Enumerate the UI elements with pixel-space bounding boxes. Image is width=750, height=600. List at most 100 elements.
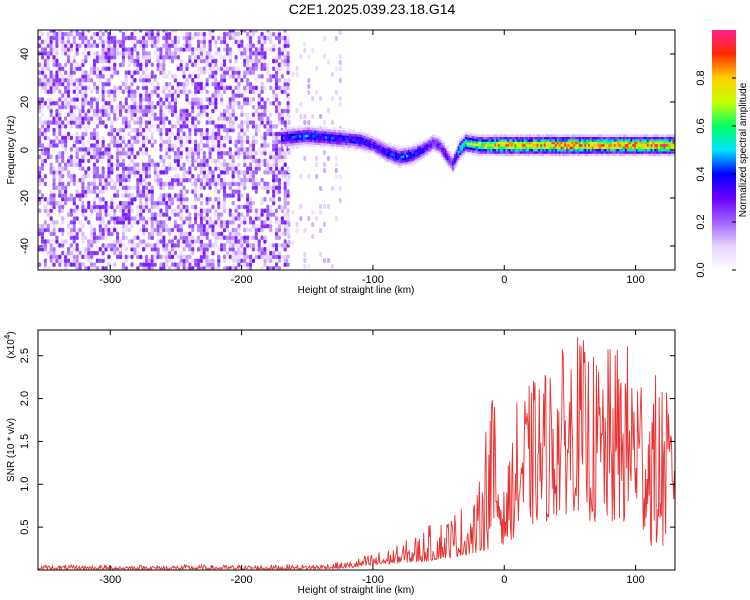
spectrogram-cell [136,54,140,60]
spectrogram-cell [170,58,175,64]
spectrogram-cell [444,160,448,163]
spectrogram-cell [347,138,350,141]
spectrogram-cell [243,89,247,95]
spectrogram-cell [101,166,105,171]
spectrogram-cell [272,143,276,148]
spectrogram-cell [211,131,215,137]
spectrogram-cell [75,43,79,48]
spectrogram-cell [418,147,422,151]
spectrogram-cell [38,246,42,252]
spectrogram-cell [240,246,244,252]
spectrogram-cell [90,66,94,71]
spectrogram-cell [147,31,152,37]
spectrogram-cell [243,70,247,75]
spectrogram-cell [415,156,418,160]
spectrogram-cell [191,246,195,252]
spectrogram-cell [413,155,416,159]
spectrogram-cell [263,254,267,260]
spectrogram-cell [165,30,169,33]
spectrogram-cell [194,81,198,87]
spectrogram-cell [188,35,192,41]
spectrogram-cell [523,151,527,154]
spectrogram-cell [332,127,335,130]
spectrogram-cell [58,170,62,175]
spectrogram-cell [185,62,189,68]
spectrogram-cell [150,101,154,106]
spectrogram-cell [205,197,209,202]
spectrogram-cell [179,166,183,171]
spectrogram-cell [404,152,407,156]
spectrogram-cell [107,47,111,52]
spectrogram-cell [551,153,554,157]
spectrogram-cell [272,66,276,71]
spectrogram-cell [639,153,642,157]
spectrogram-cell [428,142,431,145]
spectrogram-cell [564,144,567,147]
spectrogram-cell [121,62,125,68]
spectrogram-cell [622,153,626,157]
spectrogram-cell [231,212,235,217]
spectrogram-cell [191,120,195,125]
spectrogram-cell [162,85,166,91]
spectrogram-cell [479,136,482,140]
spectrogram-cell [231,239,235,244]
spectrogram-cell [283,212,287,217]
spectrogram-cell [46,239,50,244]
spectrogram-cell [429,145,433,149]
spectrogram-cell [113,85,117,91]
spectrogram-cell [659,141,663,145]
spectrogram-cell [334,139,337,142]
spectrogram-cell [78,262,82,267]
spectrogram-cell [228,212,232,217]
spectrogram-cell [101,93,105,98]
spectrogram-cell [225,85,230,91]
spectrogram-cell [422,140,425,144]
spectrogram-cell [588,134,591,137]
spectrogram-cell [228,58,232,64]
spectrogram-cell [127,154,131,160]
spectrogram-cell [310,127,313,131]
spectrogram-cell [257,246,261,252]
spectrogram-cell [159,143,163,148]
spectrogram-cell [266,120,270,125]
spectrogram-cell [153,89,157,95]
spectrogram-cell [142,43,146,48]
spectrogram-cell [228,246,232,252]
spectrogram-cell [214,143,218,148]
spectrogram-cell [173,43,178,48]
spectrogram-cell [214,97,218,102]
spectrogram-cell [196,39,201,45]
spectrogram-cell [378,156,381,160]
spectrogram-cell [243,74,247,79]
spectrogram-cell [286,133,289,137]
spectrogram-cell [150,112,154,118]
spectrogram-cell [130,197,134,202]
spectrogram-cell [485,139,488,142]
spectrogram-cell [87,185,91,191]
spectrogram-cell [292,135,295,139]
spectrogram-cell [118,43,123,48]
spectrogram-cell [49,231,53,237]
spectrogram-cell [142,127,146,133]
spectrogram-cell [214,70,218,75]
spectrogram-cell [121,262,125,267]
spectrogram-cell [69,97,73,102]
spectrogram-cell [595,139,598,142]
spectrogram-cell [188,216,192,221]
spectrogram-cell [113,262,117,267]
spectrogram-cell [260,43,264,48]
spectrogram-cell [553,141,556,145]
spectrogram-cell [277,31,282,37]
spectrogram-cell [619,136,622,140]
spectrogram-cell [191,162,195,167]
spectrogram-cell [589,153,593,157]
spectrogram-cell [269,208,273,214]
spectrogram-cell [214,239,218,244]
spectrogram-cell [72,181,76,187]
spectrogram-cell [156,212,160,217]
spectrogram-cell [225,250,230,256]
spectrogram-cell [646,141,650,145]
spectrogram-cell [75,85,79,91]
spectrogram-cell [254,108,258,114]
spectrogram-cell [116,220,120,225]
